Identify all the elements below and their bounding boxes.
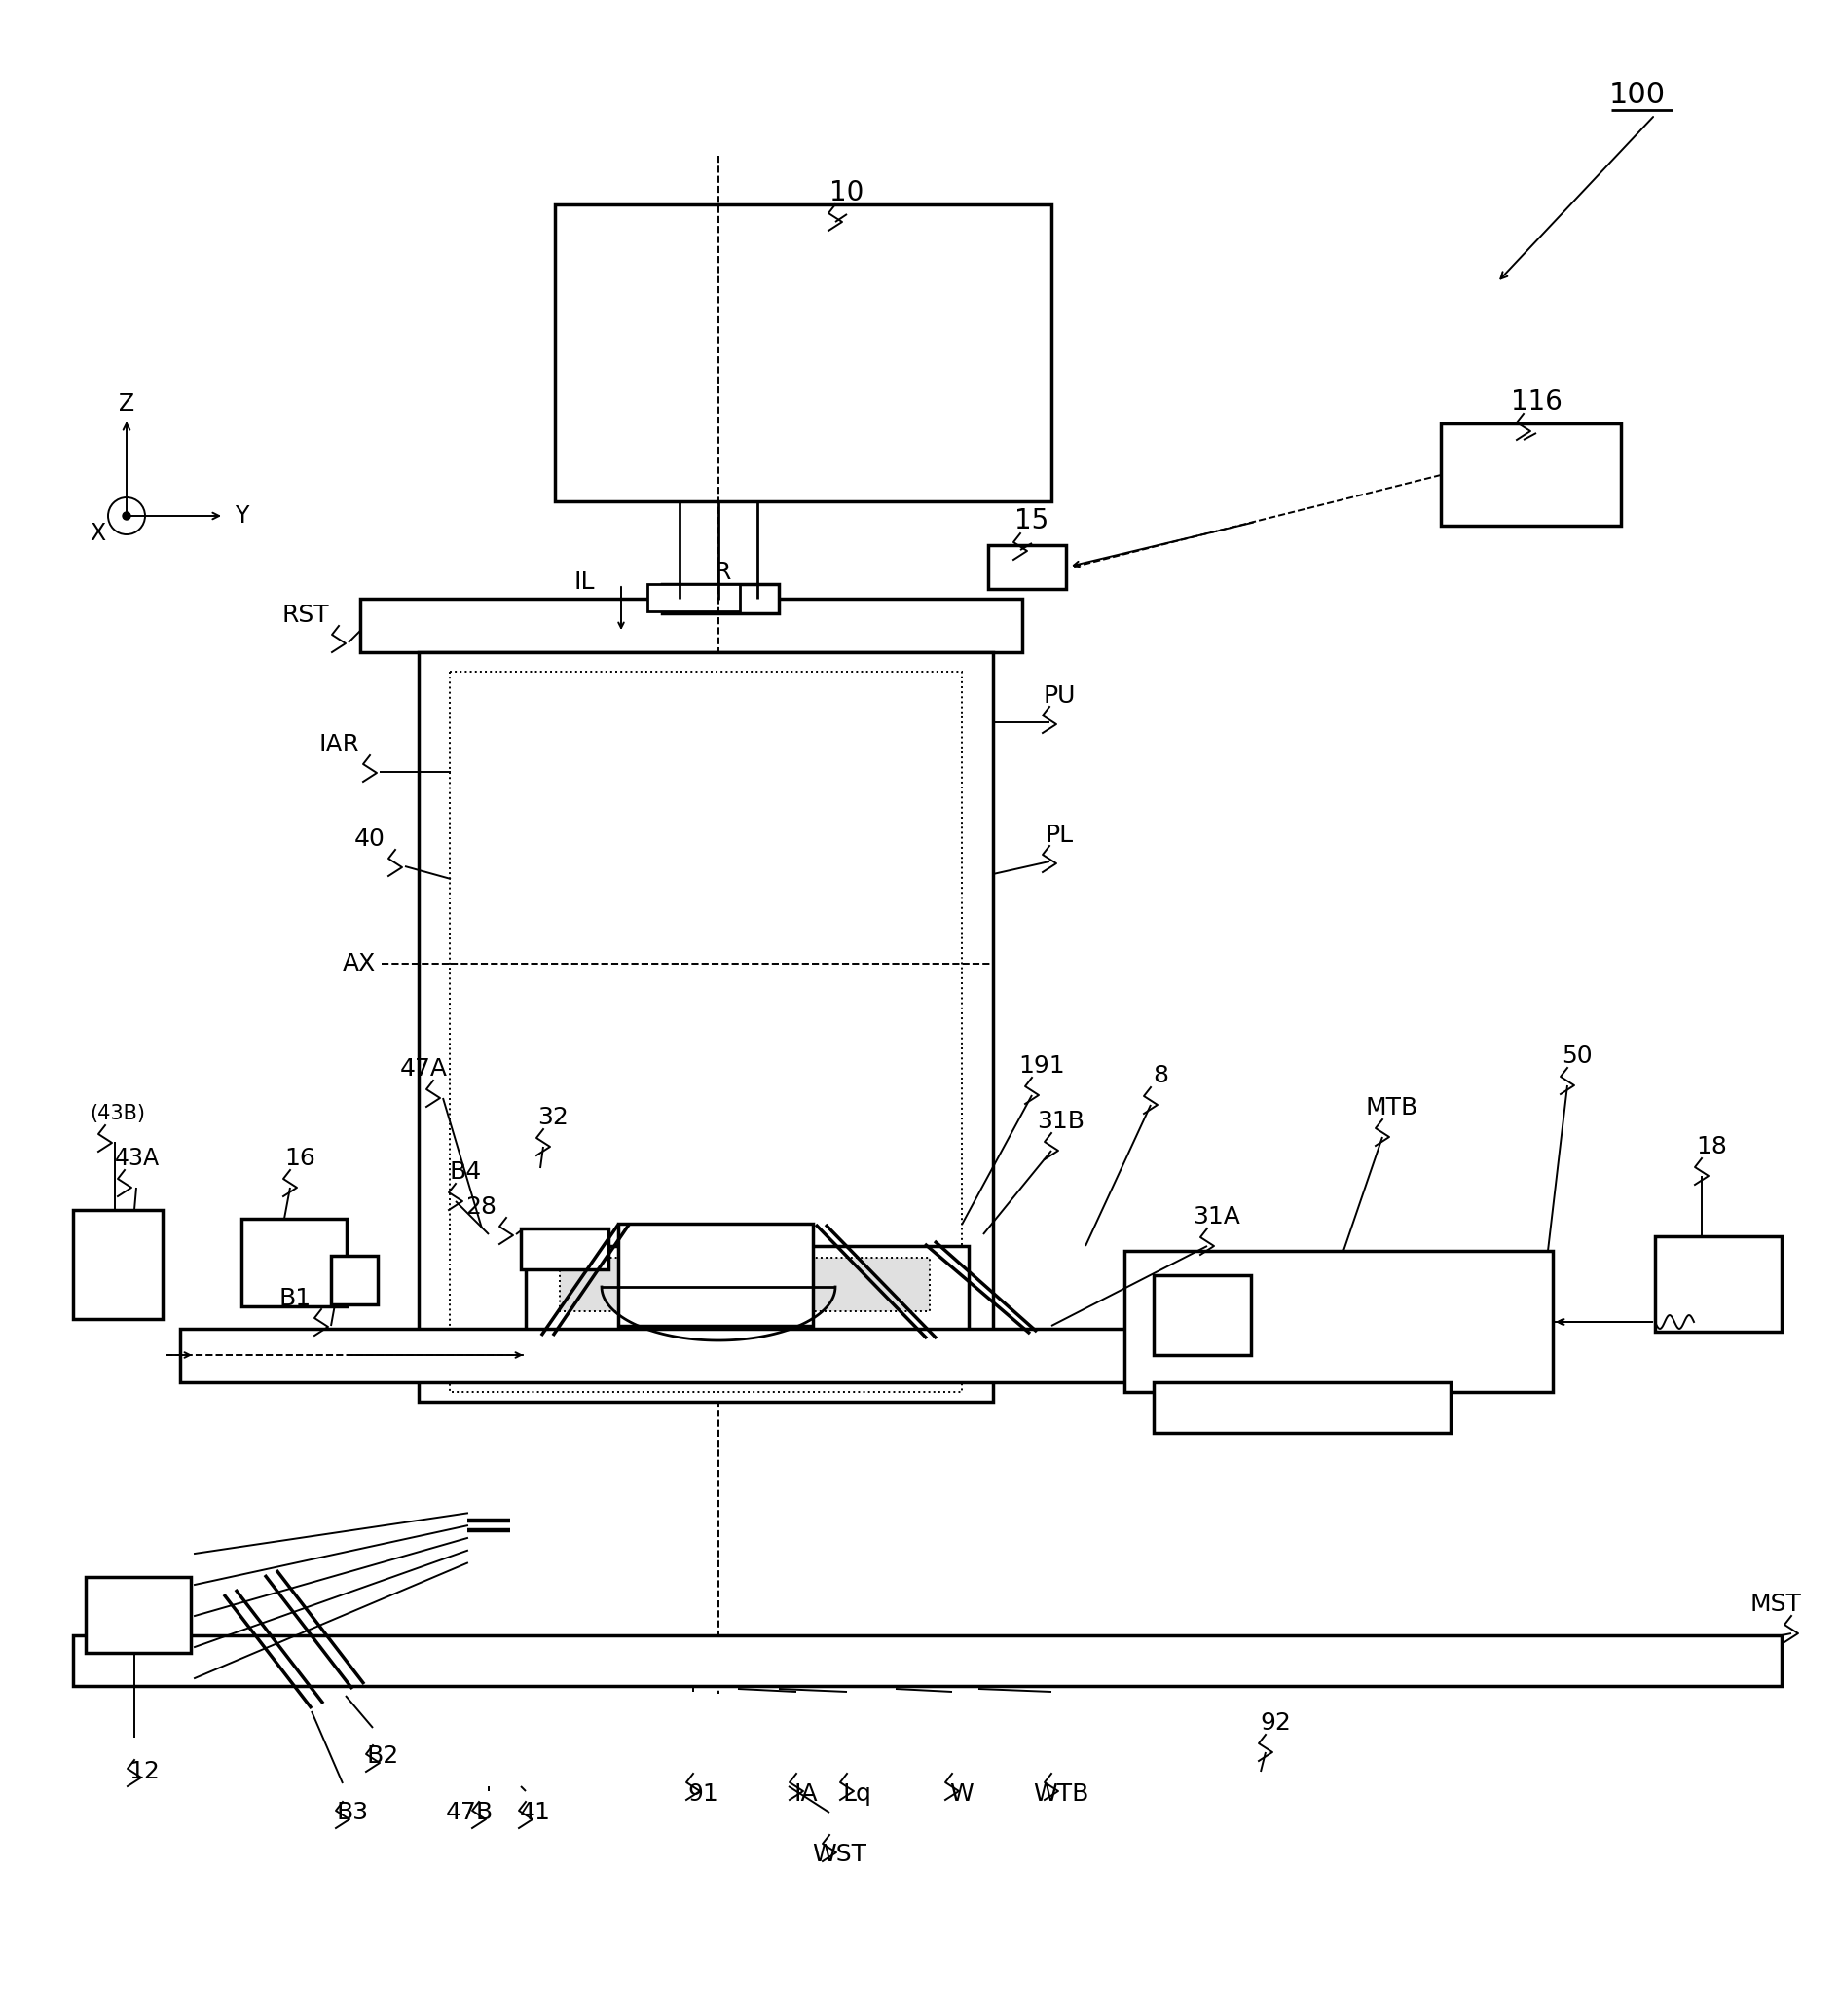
Text: 50: 50 [1561, 1044, 1593, 1068]
Bar [74, 1635, 1782, 1685]
Bar [1153, 1276, 1251, 1355]
Bar [360, 599, 1022, 653]
Text: B4: B4 [449, 1161, 482, 1183]
Text: IA: IA [794, 1782, 818, 1806]
Text: 16: 16 [285, 1147, 314, 1169]
Bar [555, 204, 1052, 502]
Bar [86, 1577, 191, 1653]
Text: (43B): (43B) [90, 1105, 145, 1123]
Text: PL: PL [1045, 823, 1074, 847]
Text: 31A: 31A [1194, 1206, 1241, 1228]
Text: MST: MST [1749, 1593, 1800, 1617]
Text: Lq: Lq [842, 1782, 872, 1806]
Text: B1: B1 [280, 1286, 311, 1310]
Text: 100: 100 [1609, 81, 1666, 109]
Text: 91: 91 [688, 1782, 719, 1806]
Text: IL: IL [574, 571, 594, 595]
Text: 41: 41 [520, 1800, 552, 1824]
Text: WST: WST [813, 1843, 866, 1867]
Text: B2: B2 [366, 1744, 399, 1768]
Bar [526, 1246, 969, 1335]
Text: 43A: 43A [114, 1147, 160, 1169]
Text: 12: 12 [129, 1760, 160, 1784]
Bar [1655, 1236, 1782, 1333]
Text: WTB: WTB [1034, 1782, 1089, 1806]
Text: 15: 15 [1015, 508, 1048, 534]
Bar [520, 1228, 609, 1270]
Text: X: X [90, 522, 105, 544]
Text: 191: 191 [1019, 1054, 1065, 1079]
Text: 18: 18 [1696, 1135, 1727, 1159]
Text: B3: B3 [337, 1800, 368, 1824]
Text: PU: PU [1043, 683, 1076, 708]
Text: RST: RST [281, 603, 329, 627]
Circle shape [123, 512, 131, 520]
Text: IAR: IAR [320, 734, 360, 756]
Bar [1124, 1250, 1552, 1391]
Text: 10: 10 [829, 179, 864, 206]
Bar [419, 653, 993, 1401]
Text: 32: 32 [537, 1107, 568, 1129]
Bar [618, 1224, 813, 1327]
Text: AX: AX [342, 952, 375, 976]
Bar [74, 1210, 162, 1318]
Text: MTB: MTB [1366, 1097, 1418, 1119]
Text: 47B: 47B [445, 1800, 493, 1824]
Bar [662, 585, 780, 613]
Text: 92: 92 [1260, 1712, 1291, 1734]
Bar [988, 544, 1067, 589]
Text: 40: 40 [355, 827, 386, 851]
Text: 28: 28 [465, 1195, 497, 1220]
Text: W: W [949, 1782, 975, 1806]
Text: 116: 116 [1510, 389, 1561, 415]
Bar [647, 585, 739, 611]
Bar [180, 1329, 1232, 1383]
Bar [331, 1256, 377, 1304]
Text: Z: Z [120, 393, 134, 415]
Text: 31B: 31B [1037, 1109, 1085, 1133]
Bar [559, 1258, 931, 1310]
Text: 8: 8 [1153, 1064, 1168, 1087]
Bar [451, 671, 962, 1391]
Text: Y: Y [234, 504, 248, 528]
Bar [1440, 423, 1620, 526]
Text: 47A: 47A [399, 1056, 447, 1081]
Bar [1153, 1383, 1451, 1433]
Text: R: R [714, 560, 730, 585]
Bar [241, 1220, 346, 1306]
